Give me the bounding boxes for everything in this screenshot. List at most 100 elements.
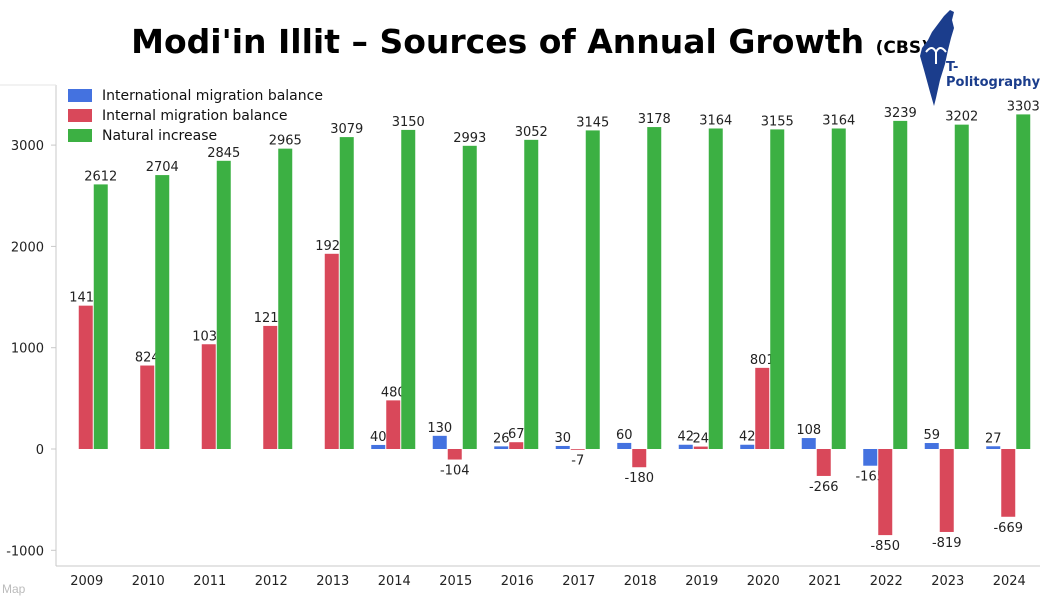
data-label: 24 — [692, 432, 709, 447]
bar — [770, 129, 785, 449]
bar — [632, 449, 647, 468]
data-label: -669 — [993, 521, 1023, 536]
bar — [647, 127, 662, 449]
x-tick-label: 2018 — [624, 574, 657, 589]
data-label: 3150 — [392, 115, 425, 130]
bar — [263, 325, 278, 449]
bar — [140, 365, 155, 449]
bar — [339, 137, 354, 450]
bar — [278, 148, 293, 449]
data-label: -266 — [809, 480, 839, 495]
data-label: 27 — [985, 431, 1002, 446]
data-label: 480 — [381, 385, 406, 400]
data-label: 2845 — [207, 146, 240, 161]
data-label: 3079 — [330, 122, 363, 137]
bar — [401, 129, 416, 449]
bar — [924, 443, 939, 449]
x-tick-label: 2013 — [316, 574, 349, 589]
bar — [201, 344, 216, 449]
bar — [1016, 114, 1031, 449]
bar — [216, 160, 231, 449]
bar — [386, 400, 401, 449]
chart-title-main: Modi'in Illit – Sources of Annual Growth — [131, 22, 865, 61]
data-label: 3178 — [638, 112, 671, 127]
data-label: 3239 — [884, 106, 917, 121]
bar — [570, 449, 585, 450]
legend-swatch — [68, 109, 92, 122]
corner-label: Map — [2, 582, 26, 596]
x-tick-label: 2022 — [870, 574, 903, 589]
bar — [494, 446, 509, 449]
data-label: -819 — [932, 536, 962, 551]
data-label: 30 — [554, 431, 571, 446]
x-tick-label: 2010 — [132, 574, 165, 589]
x-tick-label: 2023 — [931, 574, 964, 589]
data-label: 3303 — [1007, 99, 1040, 114]
y-tick-label: 1000 — [11, 342, 44, 357]
bar — [801, 438, 816, 449]
chart-title-source: (CBS) — [875, 38, 929, 58]
data-label: 130 — [427, 421, 452, 436]
x-tick-label: 2015 — [439, 574, 472, 589]
x-tick-label: 2014 — [378, 574, 411, 589]
bar — [462, 145, 477, 450]
data-label: 3202 — [945, 110, 978, 125]
bar — [678, 444, 693, 449]
data-label: 2612 — [84, 169, 117, 184]
bar — [740, 444, 755, 449]
data-label: 824 — [135, 351, 160, 366]
bar — [939, 449, 954, 532]
bar — [555, 445, 570, 449]
x-tick-label: 2011 — [193, 574, 226, 589]
y-tick-label: 2000 — [11, 240, 44, 255]
bar — [1001, 449, 1016, 517]
chart-legend: International migration balance Internal … — [68, 88, 323, 144]
x-tick-label: 2009 — [70, 574, 103, 589]
bar — [878, 449, 893, 536]
data-label: 2704 — [146, 160, 179, 175]
bar — [371, 444, 386, 449]
data-label: 108 — [796, 423, 821, 438]
bar — [155, 175, 170, 450]
bar — [708, 128, 723, 449]
data-label: 3164 — [699, 113, 732, 128]
data-label: 67 — [508, 427, 525, 442]
x-tick-label: 2017 — [562, 574, 595, 589]
data-label: 42 — [677, 430, 694, 445]
data-label: -180 — [624, 471, 654, 486]
bar — [78, 305, 93, 449]
legend-swatch — [68, 129, 92, 142]
bar — [524, 139, 539, 449]
bar — [893, 120, 908, 450]
data-label: 801 — [750, 353, 775, 368]
bar — [863, 449, 878, 466]
legend-label: International migration balance — [102, 88, 323, 104]
data-label: -7 — [571, 454, 584, 469]
chart-axes: -1000 0 1000 2000 3000 2009 2010 2011 2012 2013 20… — [0, 84, 1040, 589]
bar — [954, 124, 969, 450]
data-label: -104 — [440, 464, 470, 479]
bar — [509, 442, 524, 449]
bar — [816, 449, 831, 476]
legend-swatch — [68, 89, 92, 102]
bar — [693, 446, 708, 449]
data-label: 3052 — [515, 125, 548, 140]
bar — [585, 130, 600, 449]
data-label: -850 — [870, 539, 900, 554]
data-label: -165 — [855, 470, 885, 485]
x-tick-label: 2021 — [808, 574, 841, 589]
y-tick-label: 0 — [36, 443, 44, 458]
data-label: 60 — [616, 428, 633, 443]
y-tick-label: 3000 — [11, 139, 44, 154]
bar — [755, 367, 770, 449]
data-label: 2993 — [453, 131, 486, 146]
data-label: 3155 — [761, 114, 794, 129]
data-label: 26 — [493, 431, 510, 446]
data-label: 3145 — [576, 115, 609, 130]
bar — [324, 253, 339, 449]
data-label: 40 — [370, 430, 387, 445]
x-tick-label: 2020 — [747, 574, 780, 589]
x-tick-label: 2016 — [501, 574, 534, 589]
